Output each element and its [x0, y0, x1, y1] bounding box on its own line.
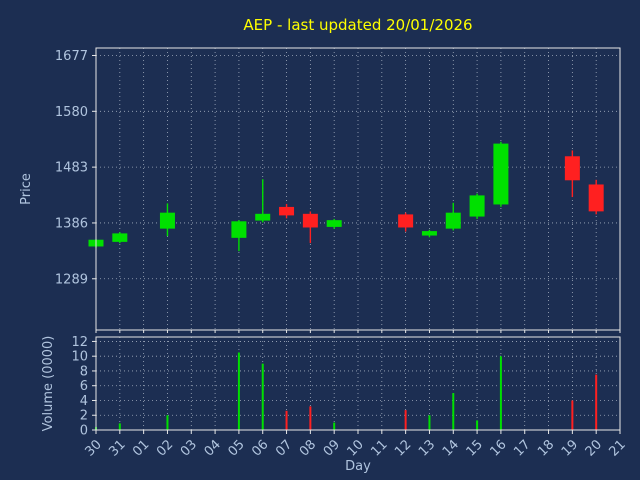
x-tick-label: 15: [464, 437, 486, 459]
candle-body: [231, 221, 247, 238]
x-tick-label: 16: [487, 437, 509, 459]
price-axis-title: Price: [19, 173, 34, 205]
volume-tick-label: 8: [80, 364, 88, 379]
x-tick-label: 30: [83, 437, 105, 459]
candle-body: [469, 195, 485, 217]
x-tick-label: 21: [607, 437, 629, 459]
volume-tick-label: 10: [71, 350, 88, 365]
x-tick-label: 31: [106, 437, 128, 459]
volume-tick-label: 6: [80, 379, 88, 394]
candle-body: [326, 220, 342, 227]
x-tick-label: 04: [202, 437, 224, 459]
candle-body: [159, 212, 175, 229]
candle-body: [279, 206, 295, 216]
candle-body: [493, 143, 509, 205]
volume-tick-label: 2: [80, 409, 88, 424]
volume-tick-label: 12: [71, 335, 88, 350]
x-tick-label: 05: [225, 437, 247, 459]
volume-axis-title: Volume (0000): [41, 336, 56, 432]
price-tick-label: 1580: [55, 105, 88, 120]
x-tick-label: 14: [440, 437, 462, 459]
candle-body: [112, 233, 128, 242]
candle-body: [255, 213, 271, 221]
volume-axis-frame: [95, 336, 621, 431]
x-tick-label: 17: [511, 437, 533, 459]
x-tick-label: 09: [321, 437, 343, 459]
x-tick-label: 13: [416, 437, 438, 459]
x-tick-label: 01: [130, 437, 152, 459]
price-tick-label: 1386: [55, 216, 88, 231]
x-tick-label: 03: [178, 437, 200, 459]
candle-body: [445, 212, 461, 229]
price-axis-frame: [95, 47, 621, 331]
price-tick-label: 1677: [55, 49, 88, 64]
candle-body: [398, 214, 414, 228]
candle-body: [564, 156, 580, 181]
x-tick-label: 06: [249, 437, 271, 459]
x-tick-label: 12: [392, 437, 414, 459]
x-tick-label: 18: [535, 437, 557, 459]
x-tick-label: 02: [154, 437, 176, 459]
price-tick-label: 1289: [55, 272, 88, 287]
x-tick-label: 19: [559, 437, 581, 459]
x-axis-title: Day: [345, 459, 371, 474]
volume-tick-label: 4: [80, 394, 88, 409]
candle-body: [588, 184, 604, 212]
candle-body: [302, 213, 318, 228]
volume-tick-label: 0: [80, 424, 88, 439]
x-tick-label: 08: [297, 437, 319, 459]
price-tick-label: 1483: [55, 161, 88, 176]
x-tick-label: 20: [583, 437, 605, 459]
x-tick-label: 07: [273, 437, 295, 459]
x-tick-label: 11: [368, 437, 390, 459]
candle-body: [421, 231, 437, 236]
x-tick-label: 10: [345, 437, 367, 459]
chart-title: AEP - last updated 20/01/2026: [243, 16, 472, 34]
